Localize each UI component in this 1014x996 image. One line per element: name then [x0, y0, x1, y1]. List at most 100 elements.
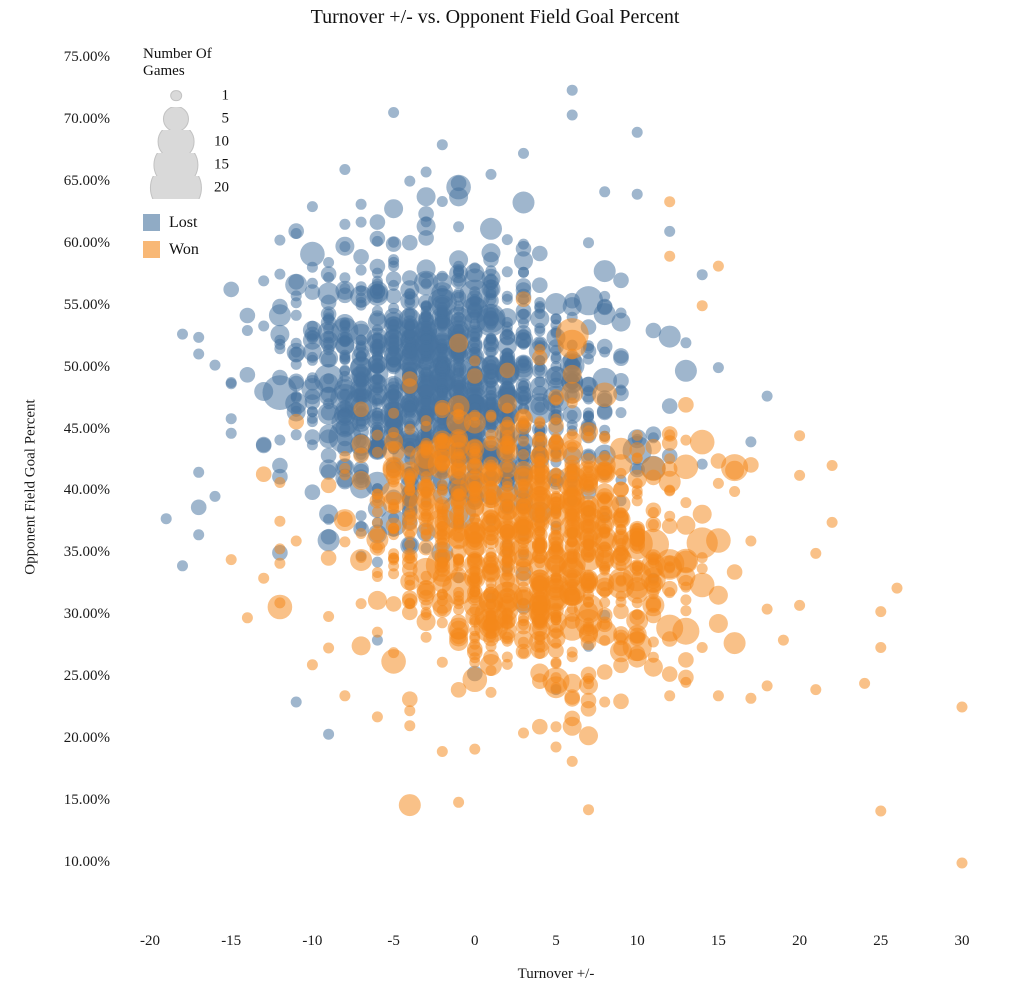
data-point[interactable] [339, 451, 351, 462]
data-point[interactable] [692, 504, 712, 524]
data-point[interactable] [355, 510, 367, 522]
data-point[interactable] [615, 407, 627, 419]
data-point[interactable] [550, 432, 562, 444]
data-point[interactable] [550, 483, 562, 495]
data-point[interactable] [743, 457, 759, 473]
data-point[interactable] [388, 302, 400, 314]
data-point[interactable] [436, 362, 448, 374]
data-point[interactable] [436, 139, 448, 151]
data-point[interactable] [402, 604, 418, 621]
data-point[interactable] [473, 608, 509, 643]
data-point[interactable] [209, 359, 221, 371]
data-point[interactable] [463, 553, 486, 576]
data-point[interactable] [583, 589, 594, 601]
data-point[interactable] [290, 405, 302, 417]
data-point[interactable] [371, 567, 383, 578]
data-point[interactable] [676, 515, 696, 535]
data-point[interactable] [859, 677, 871, 689]
data-point[interactable] [643, 574, 663, 594]
data-point[interactable] [388, 427, 400, 439]
data-point[interactable] [193, 348, 205, 360]
data-point[interactable] [255, 437, 272, 454]
data-point[interactable] [369, 214, 386, 230]
data-point[interactable] [339, 690, 351, 702]
data-point[interactable] [518, 147, 529, 159]
data-point[interactable] [304, 484, 321, 501]
data-point[interactable] [355, 198, 367, 210]
data-point[interactable] [469, 337, 481, 349]
data-point[interactable] [592, 620, 617, 646]
data-point[interactable] [527, 486, 553, 511]
data-point[interactable] [599, 430, 611, 442]
data-point[interactable] [258, 275, 270, 287]
data-point[interactable] [481, 268, 501, 288]
data-point[interactable] [404, 319, 416, 331]
data-point[interactable] [274, 515, 286, 527]
data-point[interactable] [274, 343, 286, 355]
data-point[interactable] [402, 691, 418, 707]
data-point[interactable] [501, 326, 513, 337]
data-point[interactable] [708, 614, 728, 633]
data-point[interactable] [339, 351, 351, 363]
data-point[interactable] [483, 435, 499, 452]
data-point[interactable] [696, 300, 708, 312]
data-point[interactable] [627, 469, 647, 489]
data-point[interactable] [647, 557, 659, 569]
data-point[interactable] [469, 743, 481, 755]
data-point[interactable] [355, 528, 367, 539]
data-point[interactable] [262, 375, 298, 410]
data-point[interactable] [274, 597, 286, 609]
data-point[interactable] [590, 491, 620, 521]
data-point[interactable] [449, 333, 469, 353]
data-point[interactable] [402, 403, 418, 419]
data-point[interactable] [335, 418, 355, 438]
data-point[interactable] [239, 367, 256, 383]
data-point[interactable] [323, 642, 335, 654]
data-point[interactable] [402, 515, 418, 531]
data-point[interactable] [483, 334, 499, 351]
data-point[interactable] [469, 585, 481, 597]
data-point[interactable] [518, 238, 529, 250]
data-point[interactable] [550, 490, 562, 502]
data-point[interactable] [339, 400, 351, 412]
data-point[interactable] [381, 649, 406, 674]
data-point[interactable] [436, 285, 448, 297]
data-point[interactable] [371, 305, 383, 317]
data-point[interactable] [450, 175, 467, 192]
data-point[interactable] [223, 281, 239, 298]
data-point[interactable] [532, 245, 548, 262]
data-point[interactable] [319, 459, 339, 479]
data-point[interactable] [645, 438, 662, 455]
data-point[interactable] [708, 585, 728, 605]
data-point[interactable] [661, 580, 678, 597]
data-point[interactable] [518, 338, 529, 350]
data-point[interactable] [485, 640, 497, 652]
data-point[interactable] [501, 234, 513, 246]
data-point[interactable] [501, 434, 513, 446]
data-point[interactable] [450, 682, 467, 698]
data-point[interactable] [512, 191, 535, 214]
data-point[interactable] [272, 298, 288, 315]
data-point[interactable] [225, 377, 237, 388]
data-point[interactable] [353, 248, 369, 265]
data-point[interactable] [794, 469, 806, 481]
data-point[interactable] [493, 509, 521, 537]
data-point[interactable] [534, 616, 546, 628]
data-point[interactable] [469, 355, 481, 367]
data-point[interactable] [794, 599, 806, 611]
data-point[interactable] [875, 805, 887, 817]
data-point[interactable] [583, 425, 594, 437]
data-point[interactable] [404, 538, 416, 550]
data-point[interactable] [599, 618, 611, 630]
data-point[interactable] [810, 684, 822, 696]
data-point[interactable] [449, 250, 469, 270]
data-point[interactable] [270, 324, 290, 344]
data-point[interactable] [290, 309, 302, 321]
data-point[interactable] [420, 305, 432, 317]
data-point[interactable] [402, 554, 418, 571]
data-point[interactable] [891, 582, 903, 594]
data-point[interactable] [427, 449, 457, 480]
data-point[interactable] [686, 527, 718, 559]
data-point[interactable] [323, 330, 335, 342]
data-point[interactable] [729, 486, 741, 497]
